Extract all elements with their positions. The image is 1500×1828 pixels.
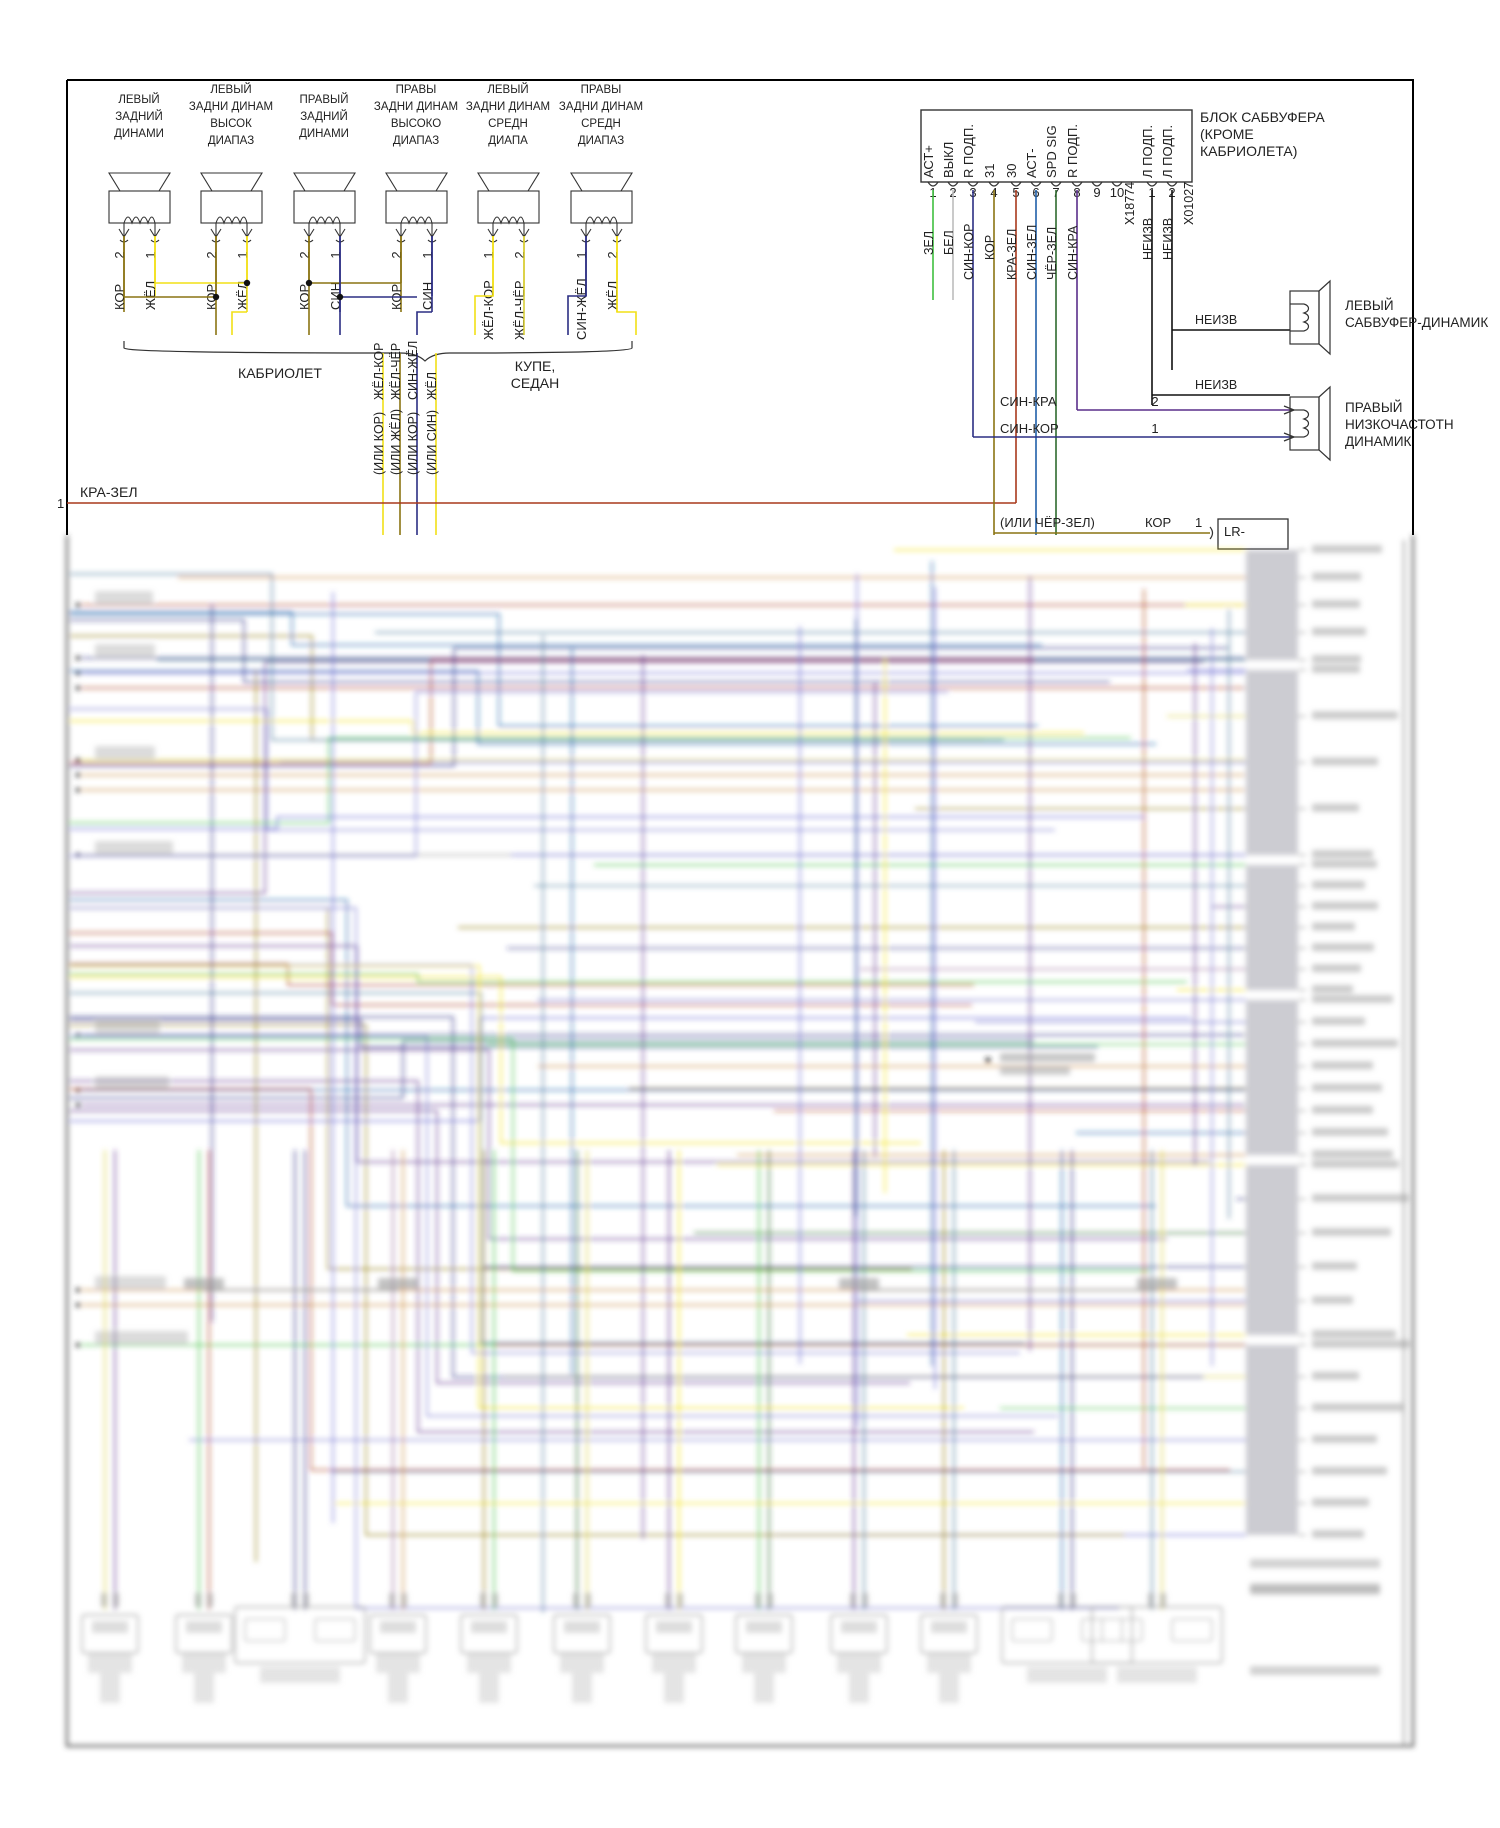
svg-text:ЖЁЛ-КОР: ЖЁЛ-КОР: [372, 343, 386, 400]
svg-text:ПРАВЫ: ПРАВЫ: [396, 84, 437, 96]
svg-text:(ИЛИ КОР): (ИЛИ КОР): [372, 412, 386, 475]
svg-text:ЧЁР-ЗЕЛ: ЧЁР-ЗЕЛ: [1045, 227, 1059, 280]
svg-text:ЛЕВЫЙ: ЛЕВЫЙ: [118, 93, 159, 106]
svg-text:ВЫСОКО: ВЫСОКО: [391, 118, 441, 130]
svg-text:ДИНАМИ: ДИНАМИ: [114, 128, 164, 140]
svg-text:ЗАДНИЙ: ЗАДНИЙ: [115, 110, 163, 123]
svg-text:ДИАПА: ДИАПА: [488, 135, 528, 147]
svg-text:R ПОДП.: R ПОДП.: [961, 124, 976, 178]
svg-text:КУПЕ,: КУПЕ,: [515, 358, 556, 374]
svg-text:КОР: КОР: [983, 235, 997, 260]
svg-text:НЕИЗВ: НЕИЗВ: [1161, 218, 1175, 260]
svg-text:ВЫСОК: ВЫСОК: [210, 118, 252, 130]
svg-text:31: 31: [982, 164, 997, 178]
svg-text:СИН-КРА: СИН-КРА: [1000, 394, 1057, 409]
svg-text:Л ПОДП.: Л ПОДП.: [1140, 125, 1155, 178]
svg-text:ДИАПАЗ: ДИАПАЗ: [393, 135, 439, 147]
svg-text:КАБРИОЛЕТ: КАБРИОЛЕТ: [238, 365, 322, 381]
svg-text:LR-: LR-: [1224, 524, 1245, 539]
svg-text:СЕДАН: СЕДАН: [511, 375, 559, 391]
svg-text:ЛЕВЫЙ: ЛЕВЫЙ: [210, 83, 251, 96]
svg-text:2: 2: [1151, 394, 1158, 409]
svg-text:(ИЛИ ЧЁР-ЗЕЛ): (ИЛИ ЧЁР-ЗЕЛ): [1000, 515, 1095, 530]
svg-text:НЕИЗВ: НЕИЗВ: [1195, 378, 1237, 392]
svg-text:1: 1: [1195, 515, 1202, 530]
svg-text:БЕЛ: БЕЛ: [942, 230, 956, 255]
svg-text:ДИАПАЗ: ДИАПАЗ: [578, 135, 624, 147]
svg-text:ПРАВЫ: ПРАВЫ: [581, 84, 622, 96]
svg-text:ЗАДНИ ДИНАМ: ЗАДНИ ДИНАМ: [189, 101, 273, 113]
svg-text:КАБРИОЛЕТА): КАБРИОЛЕТА): [1200, 143, 1297, 159]
svg-text:(ИЛИ СИН): (ИЛИ СИН): [425, 410, 439, 475]
svg-text:R ПОДП.: R ПОДП.: [1065, 124, 1080, 178]
svg-text:(КРОМЕ: (КРОМЕ: [1200, 126, 1254, 142]
svg-text:СИН-КОР: СИН-КОР: [962, 224, 976, 280]
svg-text:ДИАПАЗ: ДИАПАЗ: [208, 135, 254, 147]
svg-text:НИЗКОЧАСТОТН: НИЗКОЧАСТОТН: [1345, 417, 1454, 432]
svg-text:Л ПОДП.: Л ПОДП.: [1160, 125, 1175, 178]
svg-text:КРА-ЗЕЛ: КРА-ЗЕЛ: [1005, 229, 1019, 280]
svg-text:1: 1: [57, 496, 64, 511]
svg-text:ЖЁЛ: ЖЁЛ: [143, 281, 158, 310]
svg-text:КРА-ЗЕЛ: КРА-ЗЕЛ: [80, 484, 138, 500]
svg-text:СИН-ЖЁЛ: СИН-ЖЁЛ: [406, 341, 420, 400]
svg-text:ЗАДНИЙ: ЗАДНИЙ: [300, 110, 348, 123]
svg-text:СИН-КРА: СИН-КРА: [1066, 225, 1080, 280]
svg-text:ЖЁЛ: ЖЁЛ: [425, 372, 439, 400]
svg-text:АСТ+: АСТ+: [921, 145, 936, 178]
svg-text:НЕИЗВ: НЕИЗВ: [1141, 218, 1155, 260]
svg-text:НЕИЗВ: НЕИЗВ: [1195, 313, 1237, 327]
svg-text:9: 9: [1093, 185, 1100, 200]
svg-text:(ИЛИ ЖЁЛ): (ИЛИ ЖЁЛ): [389, 409, 403, 475]
svg-text:ПРАВЫЙ: ПРАВЫЙ: [300, 93, 349, 106]
svg-text:ЗАДНИ ДИНАМ: ЗАДНИ ДИНАМ: [466, 101, 550, 113]
svg-text:30: 30: [1004, 164, 1019, 178]
svg-text:СРЕДН: СРЕДН: [581, 118, 621, 130]
svg-text:X01027: X01027: [1182, 182, 1196, 225]
svg-text:ЛЕВЫЙ: ЛЕВЫЙ: [1345, 298, 1394, 313]
svg-text:ПРАВЫЙ: ПРАВЫЙ: [1345, 400, 1402, 415]
svg-text:БЛОК САБВУФЕРА: БЛОК САБВУФЕРА: [1200, 109, 1325, 125]
svg-text:ЗАДНИ ДИНАМ: ЗАДНИ ДИНАМ: [374, 101, 458, 113]
svg-text:АСТ-: АСТ-: [1024, 148, 1039, 178]
svg-text:ЗЕЛ: ЗЕЛ: [922, 231, 936, 255]
svg-text:ВЫКЛ: ВЫКЛ: [941, 142, 956, 178]
svg-text:КОР: КОР: [1145, 515, 1171, 530]
svg-text:ДИНАМИ: ДИНАМИ: [299, 128, 349, 140]
svg-text:1: 1: [1151, 421, 1158, 436]
svg-text:СРЕДН: СРЕДН: [488, 118, 528, 130]
svg-text:СИН-ЗЕЛ: СИН-ЗЕЛ: [1025, 225, 1039, 280]
svg-text:СИН-КОР: СИН-КОР: [1000, 421, 1059, 436]
svg-text:ЖЁЛ-ЧЁР: ЖЁЛ-ЧЁР: [389, 343, 403, 400]
svg-text:ЗАДНИ ДИНАМ: ЗАДНИ ДИНАМ: [559, 101, 643, 113]
svg-text:САБВУФЕР-ДИНАМИК: САБВУФЕР-ДИНАМИК: [1345, 315, 1488, 330]
svg-text:ДИНАМИК: ДИНАМИК: [1345, 434, 1412, 449]
svg-text:SPD SIG: SPD SIG: [1044, 125, 1059, 178]
svg-text:ЛЕВЫЙ: ЛЕВЫЙ: [487, 83, 528, 96]
svg-text:(ИЛИ КОР): (ИЛИ КОР): [406, 412, 420, 475]
svg-text:X18774: X18774: [1123, 182, 1137, 225]
